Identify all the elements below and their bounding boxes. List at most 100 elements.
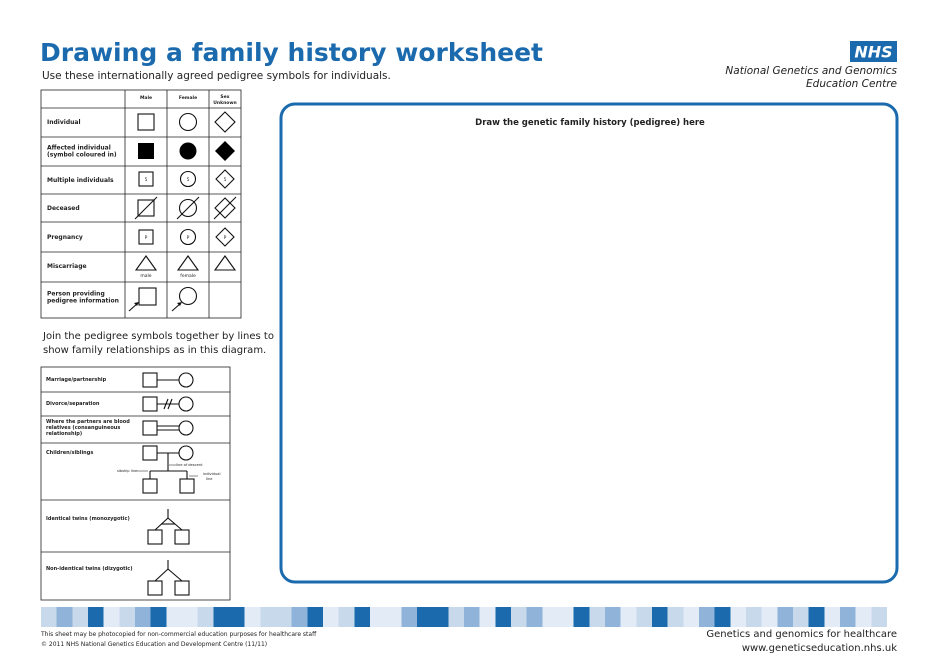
row-label: Identical twins (monozygotic) bbox=[46, 516, 130, 522]
strip-block bbox=[354, 607, 370, 627]
organisation: Education Centre bbox=[806, 78, 897, 90]
strip-block bbox=[307, 607, 323, 627]
strip-block bbox=[793, 607, 809, 627]
diagram-note: individual bbox=[203, 472, 220, 476]
row-label: Miscarriage bbox=[47, 263, 87, 270]
row-label: relationship) bbox=[46, 431, 82, 437]
strip-block bbox=[56, 607, 73, 627]
strip-block bbox=[479, 607, 496, 627]
column-header: Sex bbox=[220, 94, 229, 100]
footer-url: www.geneticseducation.nhs.uk bbox=[742, 643, 897, 654]
row-label: pedigree information bbox=[47, 298, 119, 305]
row-label: Person providing bbox=[47, 291, 105, 298]
strip-block bbox=[761, 607, 778, 627]
strip-block bbox=[432, 607, 449, 627]
row-label: Marriage/partnership bbox=[46, 377, 107, 383]
strip-block bbox=[88, 607, 104, 627]
strip-block bbox=[338, 607, 355, 627]
column-header: Unknown bbox=[213, 100, 237, 106]
column-header: Female bbox=[179, 95, 197, 101]
row-label: Pregnancy bbox=[47, 234, 83, 241]
strip-block bbox=[855, 607, 872, 627]
strip-block bbox=[636, 607, 652, 627]
diagram-note: sibship line bbox=[117, 469, 138, 473]
strip-block bbox=[840, 607, 856, 627]
row-label: Affected individual bbox=[47, 145, 111, 152]
symbol-text: P bbox=[224, 235, 227, 241]
intro-text: show family relationships as in this dia… bbox=[43, 345, 266, 356]
logo-box bbox=[850, 41, 897, 62]
row-label: Deceased bbox=[47, 205, 80, 212]
strip-block bbox=[683, 607, 699, 627]
strip-block bbox=[746, 607, 762, 627]
footer-strip bbox=[41, 607, 887, 627]
strip-block bbox=[276, 607, 292, 627]
strip-block bbox=[401, 607, 417, 627]
strip-block bbox=[511, 607, 527, 627]
row-label: Divorce/separation bbox=[46, 401, 100, 407]
row-label: Multiple individuals bbox=[47, 177, 114, 184]
strip-block bbox=[495, 607, 511, 627]
strip-block bbox=[730, 607, 746, 627]
logo: NHS bbox=[854, 43, 892, 62]
strip-block bbox=[573, 607, 590, 627]
symbol-text: P bbox=[145, 235, 148, 241]
relationships-table: Marriage/partnership Divorce/separation Wh… bbox=[40, 366, 231, 601]
strip-block bbox=[103, 607, 120, 627]
strip-block bbox=[558, 607, 574, 627]
strip-block bbox=[166, 607, 182, 627]
symbol-text: 5 bbox=[187, 177, 190, 183]
strip-block bbox=[871, 607, 887, 627]
strip-block bbox=[72, 607, 88, 627]
strip-block bbox=[777, 607, 793, 627]
subtitle: Use these internationally agreed pedigre… bbox=[42, 70, 391, 82]
strip-block bbox=[260, 607, 276, 627]
strip-block bbox=[589, 607, 605, 627]
strip-block bbox=[714, 607, 731, 627]
strip-block bbox=[417, 607, 433, 627]
symbols-table: Male Female Sex Unknown Individual Affect… bbox=[40, 89, 242, 319]
strip-block bbox=[667, 607, 684, 627]
strip-block bbox=[291, 607, 308, 627]
diagram-note: line of descent bbox=[176, 463, 203, 467]
strip-block bbox=[213, 607, 229, 627]
strip-block bbox=[244, 607, 261, 627]
drawing-area bbox=[279, 102, 899, 584]
column-header: Male bbox=[140, 95, 152, 101]
organisation: National Genetics and Genomics bbox=[725, 65, 897, 77]
strip-block bbox=[699, 607, 715, 627]
strip-block bbox=[182, 607, 198, 627]
footer-tagline: Genetics and genomics for healthcare bbox=[706, 629, 897, 640]
footer-note: © 2011 NHS National Genetics Education a… bbox=[41, 641, 267, 648]
strip-block bbox=[119, 607, 135, 627]
symbol-note: male bbox=[140, 273, 151, 279]
row-label: Where the partners are blood bbox=[46, 419, 130, 425]
strip-block bbox=[385, 607, 402, 627]
symbol-text: P bbox=[187, 235, 190, 241]
row-label: Non-identical twins (dizygotic) bbox=[46, 566, 133, 572]
strip-block bbox=[652, 607, 668, 627]
symbol-text: 5 bbox=[145, 177, 148, 183]
strip-block bbox=[135, 607, 151, 627]
strip-block bbox=[464, 607, 480, 627]
strip-block bbox=[150, 607, 167, 627]
strip-block bbox=[526, 607, 543, 627]
drawing-area-label: Draw the genetic family history (pedigre… bbox=[475, 118, 705, 128]
strip-block bbox=[323, 607, 339, 627]
diagram-note: line bbox=[206, 477, 213, 481]
strip-block bbox=[620, 607, 637, 627]
symbol-note: female bbox=[180, 273, 196, 279]
row-label: Individual bbox=[47, 119, 81, 126]
row-label: Children/siblings bbox=[46, 450, 93, 456]
strip-block bbox=[197, 607, 214, 627]
strip-block bbox=[448, 607, 464, 627]
strip-block bbox=[41, 607, 57, 627]
footer-note: This sheet may be photocopied for non-co… bbox=[40, 631, 317, 638]
row-label: (symbol coloured in) bbox=[47, 152, 117, 159]
strip-block bbox=[229, 607, 245, 627]
strip-block bbox=[824, 607, 840, 627]
strip-block bbox=[808, 607, 825, 627]
strip-block bbox=[370, 607, 386, 627]
